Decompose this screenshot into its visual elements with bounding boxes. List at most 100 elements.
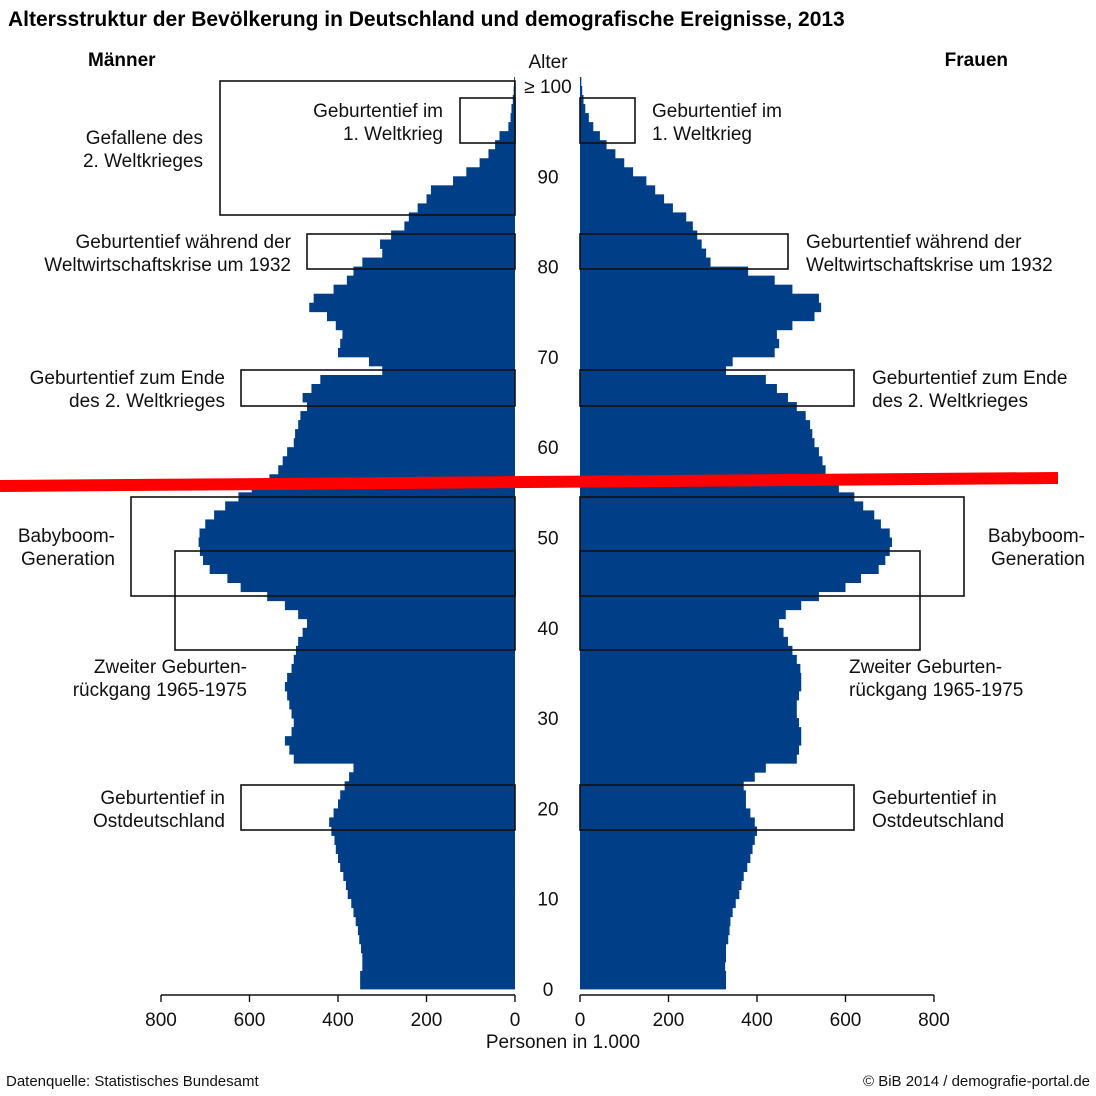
bar-women-age-6 xyxy=(580,925,730,936)
age-tick-20: 20 xyxy=(537,799,558,820)
x-tick-right-400: 400 xyxy=(741,1010,773,1031)
bar-men-age-31 xyxy=(289,700,515,710)
bar-men-age-33 xyxy=(284,681,515,692)
bar-women-age-50 xyxy=(580,528,890,538)
box-ww2end-men xyxy=(240,369,516,407)
x-tick-right-600: 600 xyxy=(830,1010,862,1031)
annotation-fallen-line-2: 2. Weltkrieges xyxy=(83,151,203,172)
bar-women-age-66 xyxy=(580,383,777,394)
bar-women-age-84 xyxy=(580,221,693,231)
bar-men-age-0 xyxy=(360,979,516,990)
bar-men-age-74 xyxy=(326,311,515,322)
bar-women-age-71 xyxy=(580,338,780,349)
bar-men-age-49 xyxy=(198,537,516,547)
bar-men-age-41 xyxy=(298,609,515,620)
annotation-ww2end-men-line-2: des 2. Weltkrieges xyxy=(69,391,225,412)
bar-women-age-22 xyxy=(580,781,744,791)
bar-men-age-35 xyxy=(291,663,515,674)
bar-men-age-2 xyxy=(362,961,515,972)
bar-men-age-11 xyxy=(345,880,515,891)
annotation-babyboom-women-line-1: Babyboom- xyxy=(988,526,1085,547)
bar-men-age-39 xyxy=(302,627,515,638)
box-ww2end-women xyxy=(579,369,855,407)
bar-women-age-60 xyxy=(580,438,815,448)
box-ww1-men xyxy=(459,97,516,144)
bar-women-age-80 xyxy=(580,257,711,267)
bar-women-age-19 xyxy=(580,808,751,818)
bar-women-age-1 xyxy=(580,970,727,981)
bar-women-age-81 xyxy=(580,248,707,258)
bar-men-age-23 xyxy=(349,772,515,782)
age-tick-100: ≥ 100 xyxy=(524,77,571,98)
bar-women-age-18 xyxy=(580,817,755,827)
bar-men-age-19 xyxy=(333,808,515,818)
bar-men-age-77 xyxy=(333,284,515,295)
bar-women-age-78 xyxy=(580,275,775,286)
bar-men-age-92 xyxy=(488,149,515,159)
bar-men-age-66 xyxy=(311,383,515,394)
bar-men-age-32 xyxy=(287,691,515,701)
bar-men-age-47 xyxy=(203,555,516,565)
bar-women-age-59 xyxy=(580,447,819,457)
annotation-ww2end-men-line-1: Geburtentief zum Ende xyxy=(30,368,225,389)
bar-women-age-31 xyxy=(580,700,797,710)
bar-men-age-69 xyxy=(368,356,516,367)
bar-men-age-53 xyxy=(225,501,515,511)
bar-men-age-30 xyxy=(291,709,515,719)
bar-women-age-74 xyxy=(580,311,815,322)
bar-men-age-13 xyxy=(340,862,515,873)
bar-men-age-25 xyxy=(293,754,515,764)
box-east-men xyxy=(240,784,516,831)
bar-women-age-83 xyxy=(580,230,698,240)
bar-women-age-26 xyxy=(580,745,800,755)
bar-men-age-83 xyxy=(391,230,515,240)
annotation-babyboom-women-line-2: Generation xyxy=(991,549,1085,570)
copyright-note: © BiB 2014 / demografie-portal.de xyxy=(863,1073,1090,1090)
bar-men-age-88 xyxy=(430,185,516,195)
bar-women-age-44 xyxy=(580,582,846,593)
bar-men-age-42 xyxy=(284,600,515,611)
bar-men-age-78 xyxy=(346,275,515,286)
bar-women-age-45 xyxy=(580,573,861,584)
box-decline-men xyxy=(174,550,516,651)
bar-women-age-75 xyxy=(580,302,822,313)
bar-women-age-46 xyxy=(580,564,879,575)
age-tick-40: 40 xyxy=(537,619,558,640)
bar-women-age-14 xyxy=(580,853,751,863)
age-tick-80: 80 xyxy=(537,258,558,279)
age-tick-30: 30 xyxy=(537,709,558,730)
bar-men-age-84 xyxy=(404,221,516,231)
annotation-crisis-men-line-1: Geburtentief während der xyxy=(76,232,292,253)
bar-men-age-7 xyxy=(355,916,515,927)
bar-men-age-86 xyxy=(417,203,515,213)
annotation-crisis-women-line-2: Weltwirtschaftskrise um 1932 xyxy=(806,255,1053,276)
annotation-decline-men-line-2: rückgang 1965-1975 xyxy=(73,680,247,701)
bar-men-age-96 xyxy=(510,113,515,123)
bar-men-age-29 xyxy=(293,718,515,728)
bar-women-age-67 xyxy=(580,374,766,385)
bar-men-age-45 xyxy=(227,573,516,584)
bar-women-age-36 xyxy=(580,654,797,665)
bar-men-age-10 xyxy=(347,889,516,900)
bar-women-age-62 xyxy=(580,420,811,430)
bar-men-age-27 xyxy=(284,736,515,746)
bar-women-age-87 xyxy=(580,194,665,204)
bar-women-age-98 xyxy=(580,95,584,105)
women-label: Frauen xyxy=(945,50,1008,71)
bar-men-age-3 xyxy=(362,952,515,963)
bar-women-age-70 xyxy=(580,347,775,358)
bar-women-age-40 xyxy=(580,618,780,629)
bar-men-age-82 xyxy=(380,239,515,249)
bar-women-age-3 xyxy=(580,952,727,963)
age-axis-label: Alter xyxy=(528,52,568,73)
bar-men-age-52 xyxy=(214,510,515,520)
bar-men-age-28 xyxy=(291,727,515,737)
bar-women-age-69 xyxy=(580,356,733,367)
bar-men-age-18 xyxy=(329,817,515,827)
bar-men-age-20 xyxy=(338,799,515,809)
bar-women-age-94 xyxy=(580,131,600,141)
x-tick-left-400: 400 xyxy=(322,1010,354,1031)
bar-men-age-24 xyxy=(353,763,515,773)
bar-women-age-89 xyxy=(580,176,647,186)
annotation-decline-women-line-1: Zweiter Geburten- xyxy=(849,657,1002,678)
